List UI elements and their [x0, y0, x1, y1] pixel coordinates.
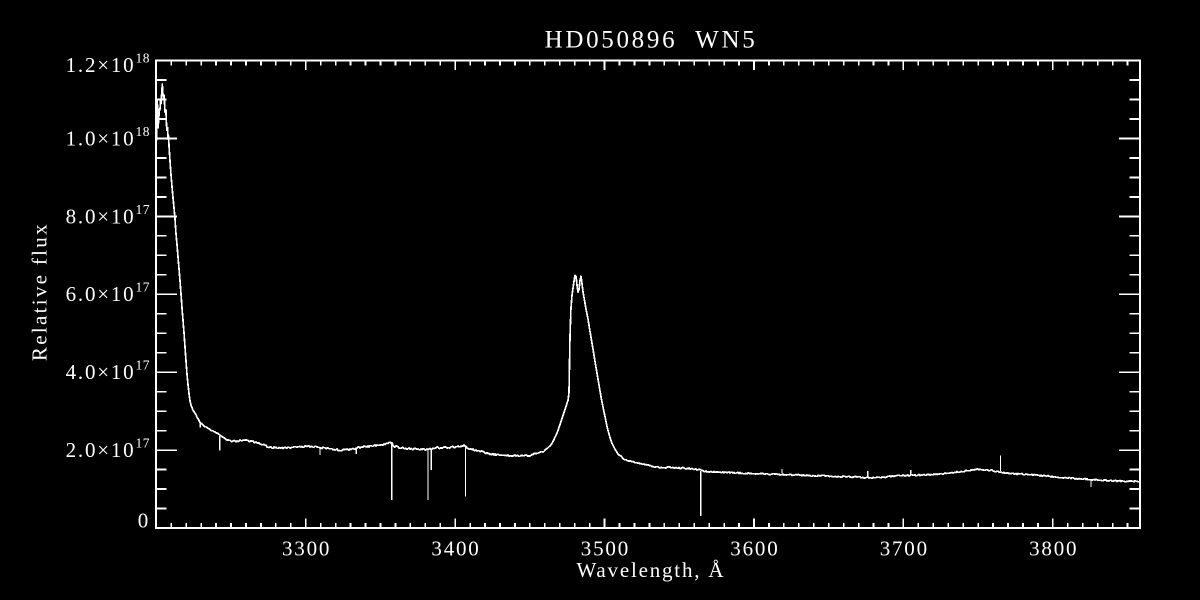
- svg-text:3300: 3300: [282, 537, 331, 561]
- svg-text:3700: 3700: [880, 537, 929, 561]
- svg-text:Relative flux: Relative flux: [28, 222, 52, 361]
- svg-text:3400: 3400: [431, 537, 480, 561]
- svg-text:Wavelength, Å: Wavelength, Å: [576, 558, 725, 582]
- svg-text:3500: 3500: [581, 537, 630, 561]
- svg-text:3800: 3800: [1029, 537, 1078, 561]
- svg-text:3600: 3600: [730, 537, 779, 561]
- svg-text:HD050896 WN5: HD050896 WN5: [545, 27, 758, 54]
- svg-text:0: 0: [138, 508, 150, 532]
